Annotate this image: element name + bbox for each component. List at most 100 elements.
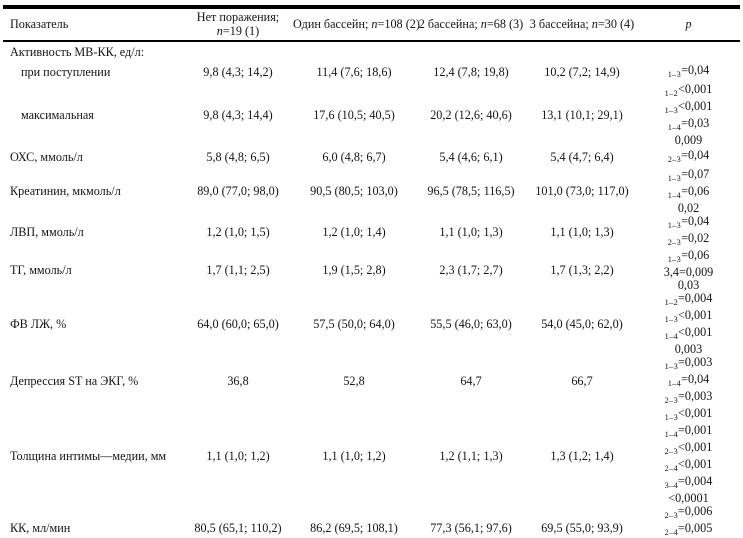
value-cell-two-basins: 64,7 (460, 374, 482, 388)
value-cell-no-lesion: 1,7 (1,1; 2,5) (206, 263, 270, 277)
indicator-cell: ОХС, ммоль/л (10, 150, 83, 164)
value-cell-one-basin: 11,4 (7,6; 18,6) (316, 65, 392, 79)
value-cell-two-basins: 96,5 (78,5; 116,5) (427, 184, 515, 198)
table-row: КК, мл/мин 80,5 (65,1; 110,2) 86,2 (69,5; … (3, 505, 740, 538)
p-value-line: 2–3=0,006 (664, 504, 713, 521)
p-value-line: 2–3=0,003 (664, 389, 713, 406)
indicator-cell: максимальная (21, 107, 94, 122)
column-header-indicator: Показатель (3, 7, 183, 42)
p-value-line: 2–3=0,04 (667, 148, 710, 165)
p-value-cell: 1–3=0,04 2–3=0,02 (637, 215, 740, 249)
value-cell-no-lesion: 9,8 (4,3; 14,4) (203, 107, 273, 122)
value-cell-two-basins: 1,1 (1,0; 1,3) (439, 224, 503, 239)
value-cell-no-lesion: 64,0 (60,0; 65,0) (197, 316, 279, 331)
p-subscript: 1–3 (667, 70, 682, 79)
p-value-cell: 1–3<0,001 1–4=0,001 2–3<0,001 2–4<0,001 3–4=… (637, 407, 740, 505)
indicator-cell: Толщина интимы—медии, мм (10, 448, 167, 463)
value-cell-no-lesion: 1,1 (1,0; 1,2) (206, 448, 270, 463)
value-cell-three-basins: 5,4 (4,7; 6,4) (550, 150, 614, 164)
p-value-cell: 1–3=0,04 (637, 62, 740, 83)
table-row: ЛВП, ммоль/л 1,2 (1,0; 1,5) 1,2 (1,0; 1,4)… (3, 215, 740, 249)
p-value-line: 2–3<0,001 (664, 440, 713, 457)
value-cell-one-basin: 52,8 (343, 374, 365, 388)
table-row: Активность МВ-КК, ед/л: (3, 41, 740, 62)
p-subscript: 1–3 (664, 362, 679, 371)
p-value-line: 3–4=0,004 (664, 474, 713, 491)
value-cell-three-basins: 1,7 (1,3; 2,2) (550, 263, 614, 277)
column-header-p-value: p (637, 7, 740, 42)
value-cell-no-lesion: 9,8 (4,3; 14,2) (203, 65, 273, 79)
p-value-line: 1–3=0,003 (664, 355, 713, 372)
p-value-cell: 1–3=0,06 3,4=0,009 0,03 (637, 249, 740, 292)
p-subscript: 1–4 (667, 191, 682, 200)
table-body: Активность МВ-КК, ед/л: при поступлении 9,… (3, 41, 740, 538)
value-cell-one-basin: 57,5 (50,0; 64,0) (313, 316, 395, 331)
value-cell-three-basins: 54,0 (45,0; 62,0) (541, 316, 623, 331)
p-value-line: 1–3=0,04 (667, 214, 710, 231)
table-row: ТГ, ммоль/л 1,7 (1,1; 2,5) 1,9 (1,5; 2,8) 2… (3, 249, 740, 292)
p-subscript: 2–3 (664, 396, 679, 405)
indicator-cell: Активность МВ-КК, ед/л: (10, 44, 145, 59)
header-row: Показатель Нет поражения; n=19 (1) Один бас… (3, 7, 740, 42)
p-subscript: 2–3 (664, 447, 679, 456)
p-value-line: 0,009 (674, 133, 703, 147)
value-cell-three-basins: 1,1 (1,0; 1,3) (550, 224, 614, 239)
column-header-one-basin: Один бассейн; n=108 (2) (293, 7, 420, 42)
indicator-cell: ЛВП, ммоль/л (10, 224, 84, 239)
p-value-cell (637, 41, 740, 62)
p-value-line: 2–4<0,001 (664, 457, 713, 474)
p-value-line: 1–4=0,06 (667, 184, 710, 201)
value-cell-three-basins (527, 41, 637, 62)
value-cell-one-basin: 90,5 (80,5; 103,0) (310, 184, 398, 198)
p-value-cell: 1–2=0,004 1–3<0,001 1–4<0,001 0,003 (637, 292, 740, 356)
column-header-no-lesion: Нет поражения; n=19 (1) (183, 7, 293, 42)
p-value-line: 0,02 (677, 201, 700, 215)
p-value-cell: 1–3=0,003 1–4=0,04 2–3=0,003 (637, 356, 740, 407)
p-value-line: 1–2<0,001 (664, 82, 713, 99)
value-cell-no-lesion: 36,8 (227, 374, 249, 388)
value-cell-three-basins: 101,0 (73,0; 117,0) (535, 184, 629, 198)
p-value-line: 2–4=0,005 (664, 521, 713, 538)
p-subscript: 2–3 (667, 238, 682, 247)
table-row: ФВ ЛЖ, % 64,0 (60,0; 65,0) 57,5 (50,0; 64,… (3, 292, 740, 356)
p-value-line: 1–3<0,001 (664, 308, 713, 325)
p-value-cell: 1–2<0,001 1–3<0,001 1–4=0,03 0,009 (637, 83, 740, 147)
p-value-line: 1–4=0,001 (664, 423, 713, 440)
indicator-cell: Креатинин, мкмоль/л (10, 184, 121, 198)
p-value-line: 1–2=0,004 (664, 291, 713, 308)
table-row: при поступлении 9,8 (4,3; 14,2) 11,4 (7,6;… (3, 62, 740, 83)
p-value-line: 1–4=0,04 (667, 372, 710, 389)
p-subscript: 1–3 (667, 221, 682, 230)
value-cell-three-basins: 66,7 (571, 374, 593, 388)
indicator-cell: при поступлении (21, 65, 111, 79)
value-cell-one-basin: 1,1 (1,0; 1,2) (322, 448, 386, 463)
p-value-cell: 1–3=0,07 1–4=0,06 0,02 (637, 168, 740, 215)
value-cell-three-basins: 10,2 (7,2; 14,9) (544, 65, 620, 79)
p-subscript: 1–3 (667, 255, 682, 264)
value-cell-two-basins (415, 41, 527, 62)
value-cell-one-basin: 1,9 (1,5; 2,8) (322, 263, 386, 277)
value-cell-two-basins: 5,4 (4,6; 6,1) (439, 150, 503, 164)
p-value-line: 1–3=0,06 (667, 248, 710, 265)
p-value-cell: 2–3=0,04 (637, 147, 740, 168)
table-row: ОХС, ммоль/л 5,8 (4,8; 6,5) 6,0 (4,8; 6,7)… (3, 147, 740, 168)
value-cell-two-basins: 12,4 (7,8; 19,8) (433, 65, 509, 79)
value-cell-one-basin: 17,6 (10,5; 40,5) (313, 107, 395, 122)
value-cell-no-lesion: 80,5 (65,1; 110,2) (194, 521, 282, 535)
p-subscript: 1–3 (664, 106, 679, 115)
indicator-cell: ТГ, ммоль/л (10, 263, 72, 277)
value-cell-one-basin (293, 41, 415, 62)
p-subscript: 2–3 (667, 155, 682, 164)
p-subscript: 1–4 (664, 430, 679, 439)
value-cell-no-lesion: 5,8 (4,8; 6,5) (206, 150, 270, 164)
column-header-two-basins: 2 бассейна; n=68 (3) (415, 7, 527, 42)
value-cell-two-basins: 77,3 (56,1; 97,6) (430, 521, 512, 535)
value-cell-two-basins: 55,5 (46,0; 63,0) (430, 316, 512, 331)
indicator-cell: ФВ ЛЖ, % (10, 316, 67, 331)
p-value-line: 1–3<0,001 (664, 99, 713, 116)
value-cell-two-basins: 1,2 (1,1; 1,3) (439, 448, 503, 463)
table-header: Показатель Нет поражения; n=19 (1) Один бас… (3, 7, 740, 42)
p-subscript: 1–2 (664, 89, 679, 98)
p-subscript: 1–4 (667, 123, 682, 132)
